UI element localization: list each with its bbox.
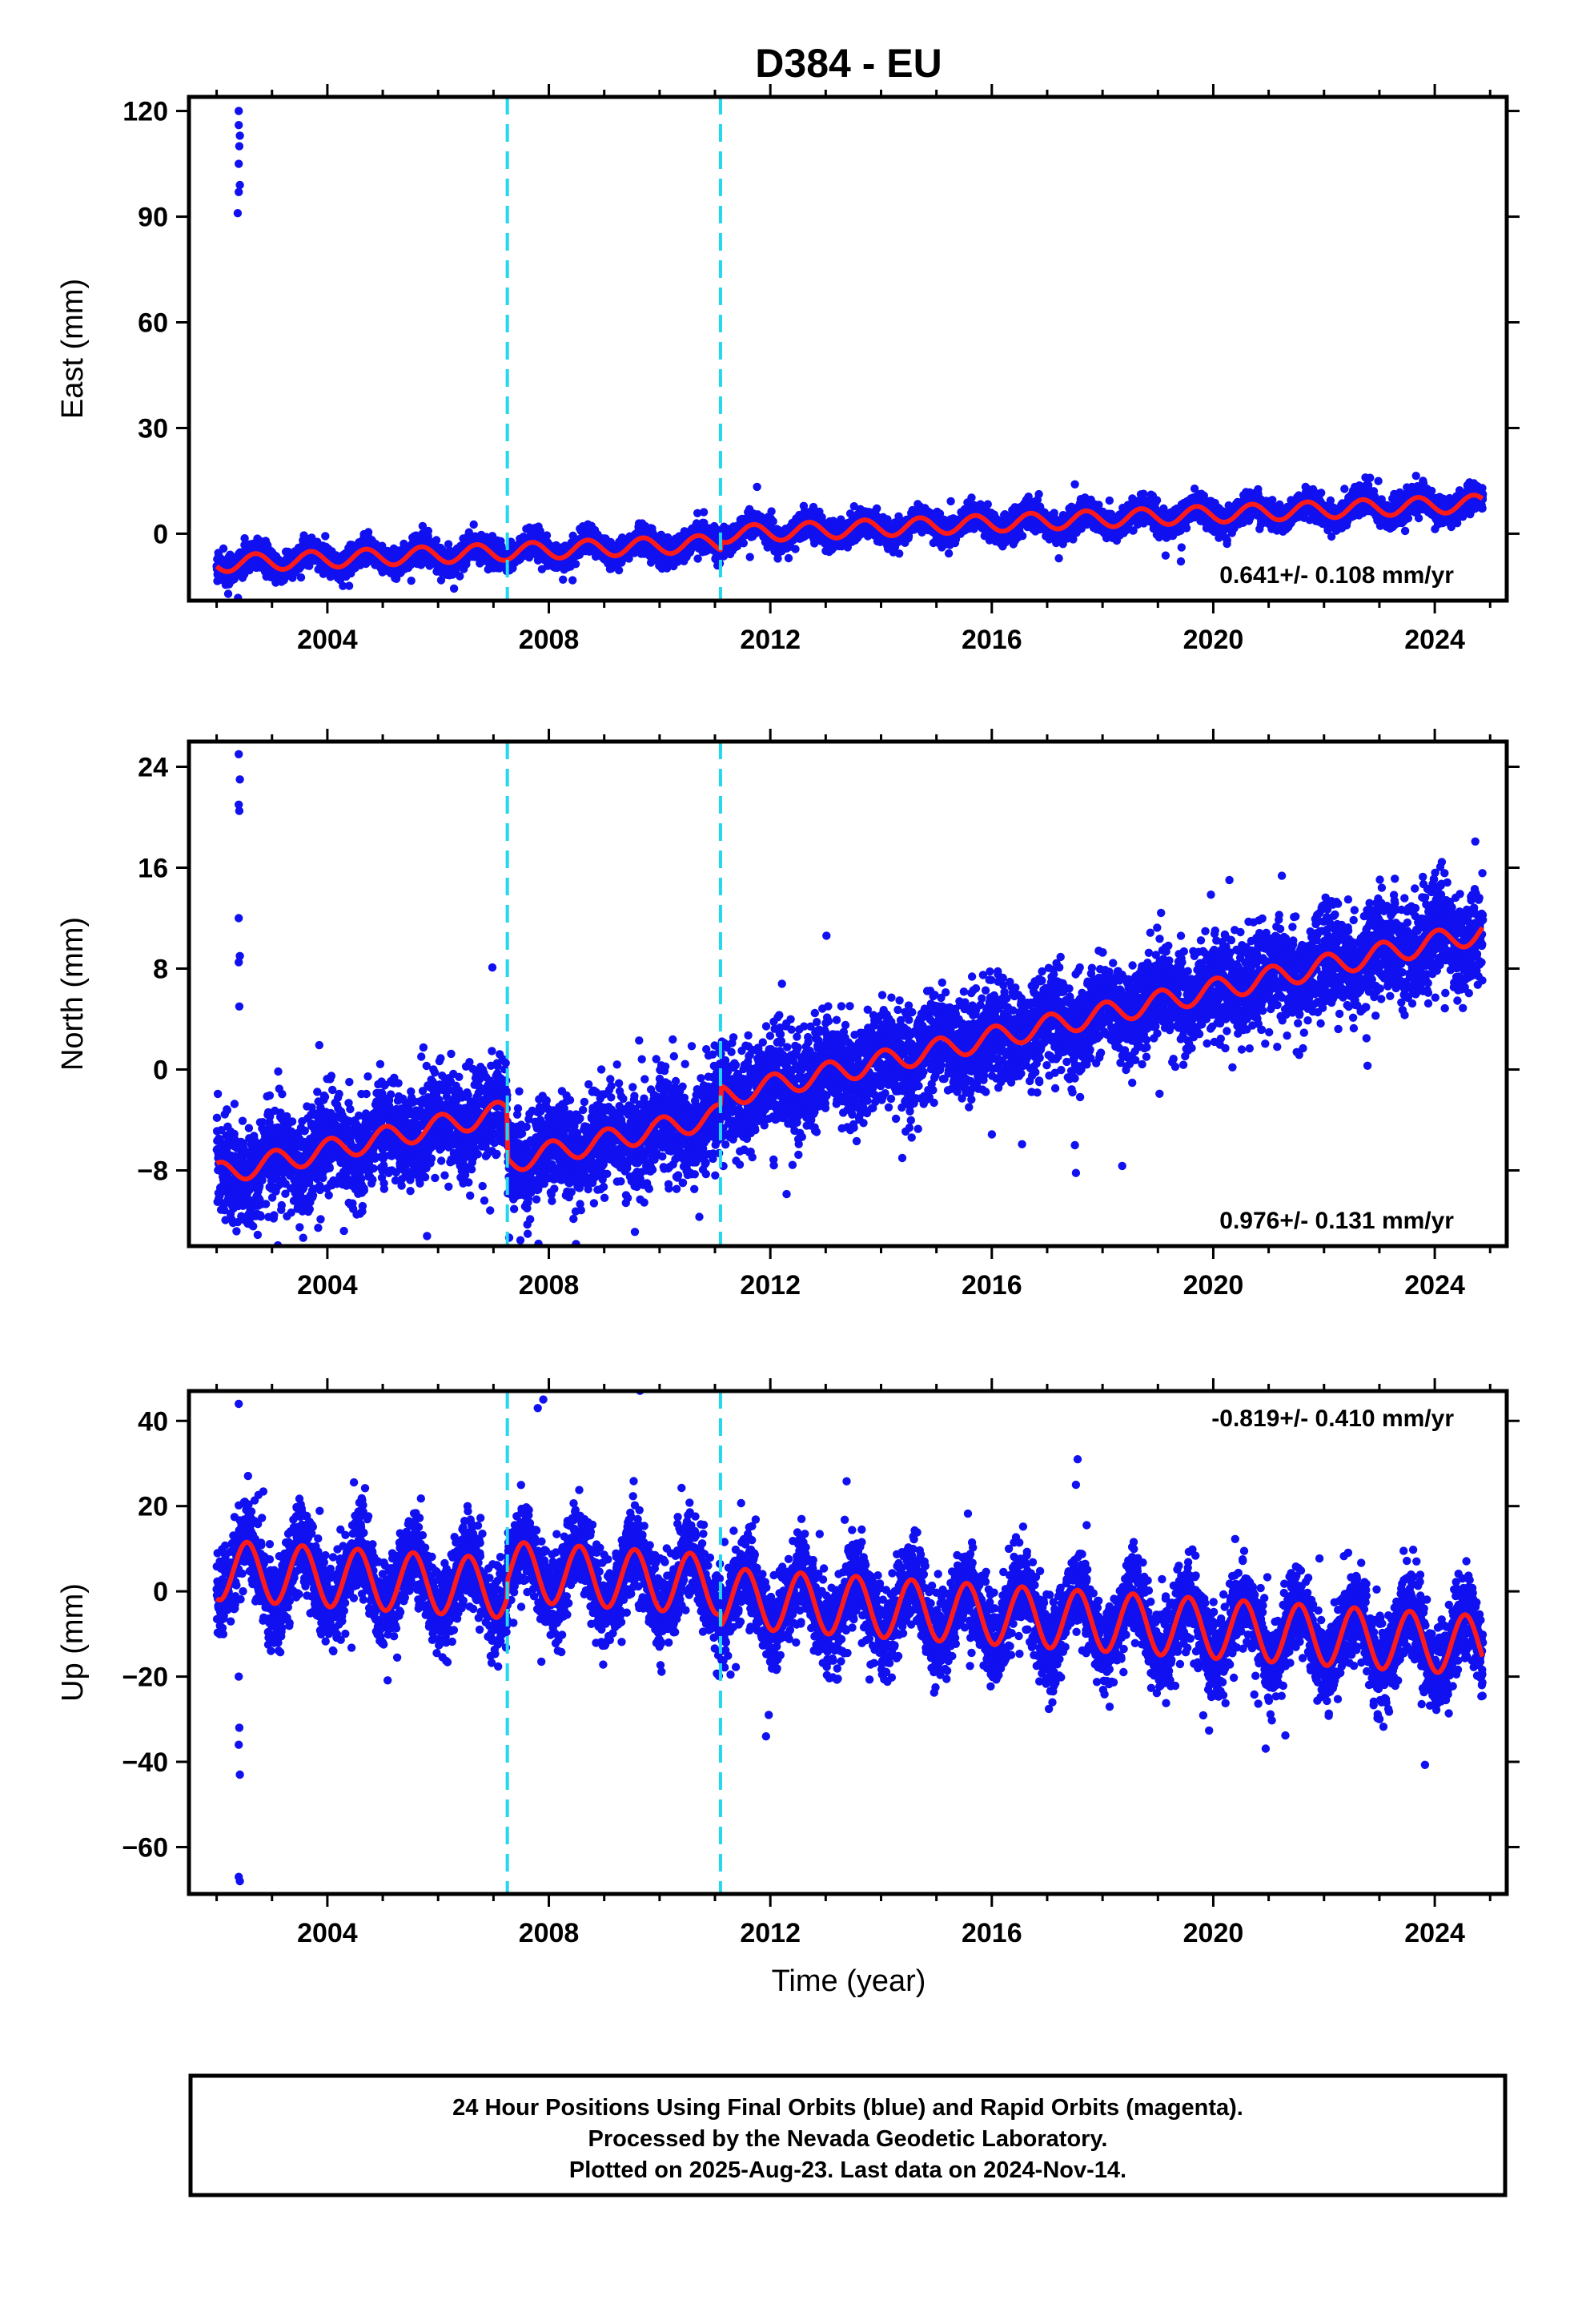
east-data-point <box>456 572 464 581</box>
east-data-point <box>571 560 580 569</box>
east-data-point <box>219 544 228 553</box>
east-data-point <box>240 534 249 543</box>
east-data-point <box>223 589 233 598</box>
east-data-point <box>699 508 709 517</box>
east-data-point <box>745 553 754 561</box>
east-data-point <box>568 576 577 585</box>
east-data-point <box>614 565 624 575</box>
east-data-point <box>944 549 954 558</box>
east-data-point <box>296 573 306 582</box>
east-data-point <box>983 500 993 509</box>
figure-title: D384 - EU <box>755 41 942 86</box>
east-data-point <box>344 581 354 590</box>
east-data-point <box>378 541 387 550</box>
east-data-point <box>767 507 776 516</box>
east-data-point <box>424 526 433 536</box>
east-data-point <box>946 497 955 506</box>
east-data-point <box>784 553 793 563</box>
east-data-point <box>873 504 881 513</box>
east-data-point <box>967 493 976 502</box>
east-data-point <box>739 539 748 548</box>
east-data-point <box>391 574 401 583</box>
east-data-point <box>791 545 800 553</box>
east-data-point <box>432 536 441 545</box>
east-data-point <box>339 581 347 590</box>
east-data-point <box>559 575 568 584</box>
east-data-point <box>769 517 777 526</box>
east-data-point <box>753 482 761 492</box>
east-data-point <box>693 554 702 563</box>
east-data-point <box>363 528 373 537</box>
east-data-point <box>321 532 330 541</box>
east-data-point <box>449 584 459 593</box>
east-data-point <box>469 520 478 529</box>
east-data-point <box>895 549 904 558</box>
east-plot-area <box>212 97 1488 601</box>
east-data-point <box>407 577 416 585</box>
